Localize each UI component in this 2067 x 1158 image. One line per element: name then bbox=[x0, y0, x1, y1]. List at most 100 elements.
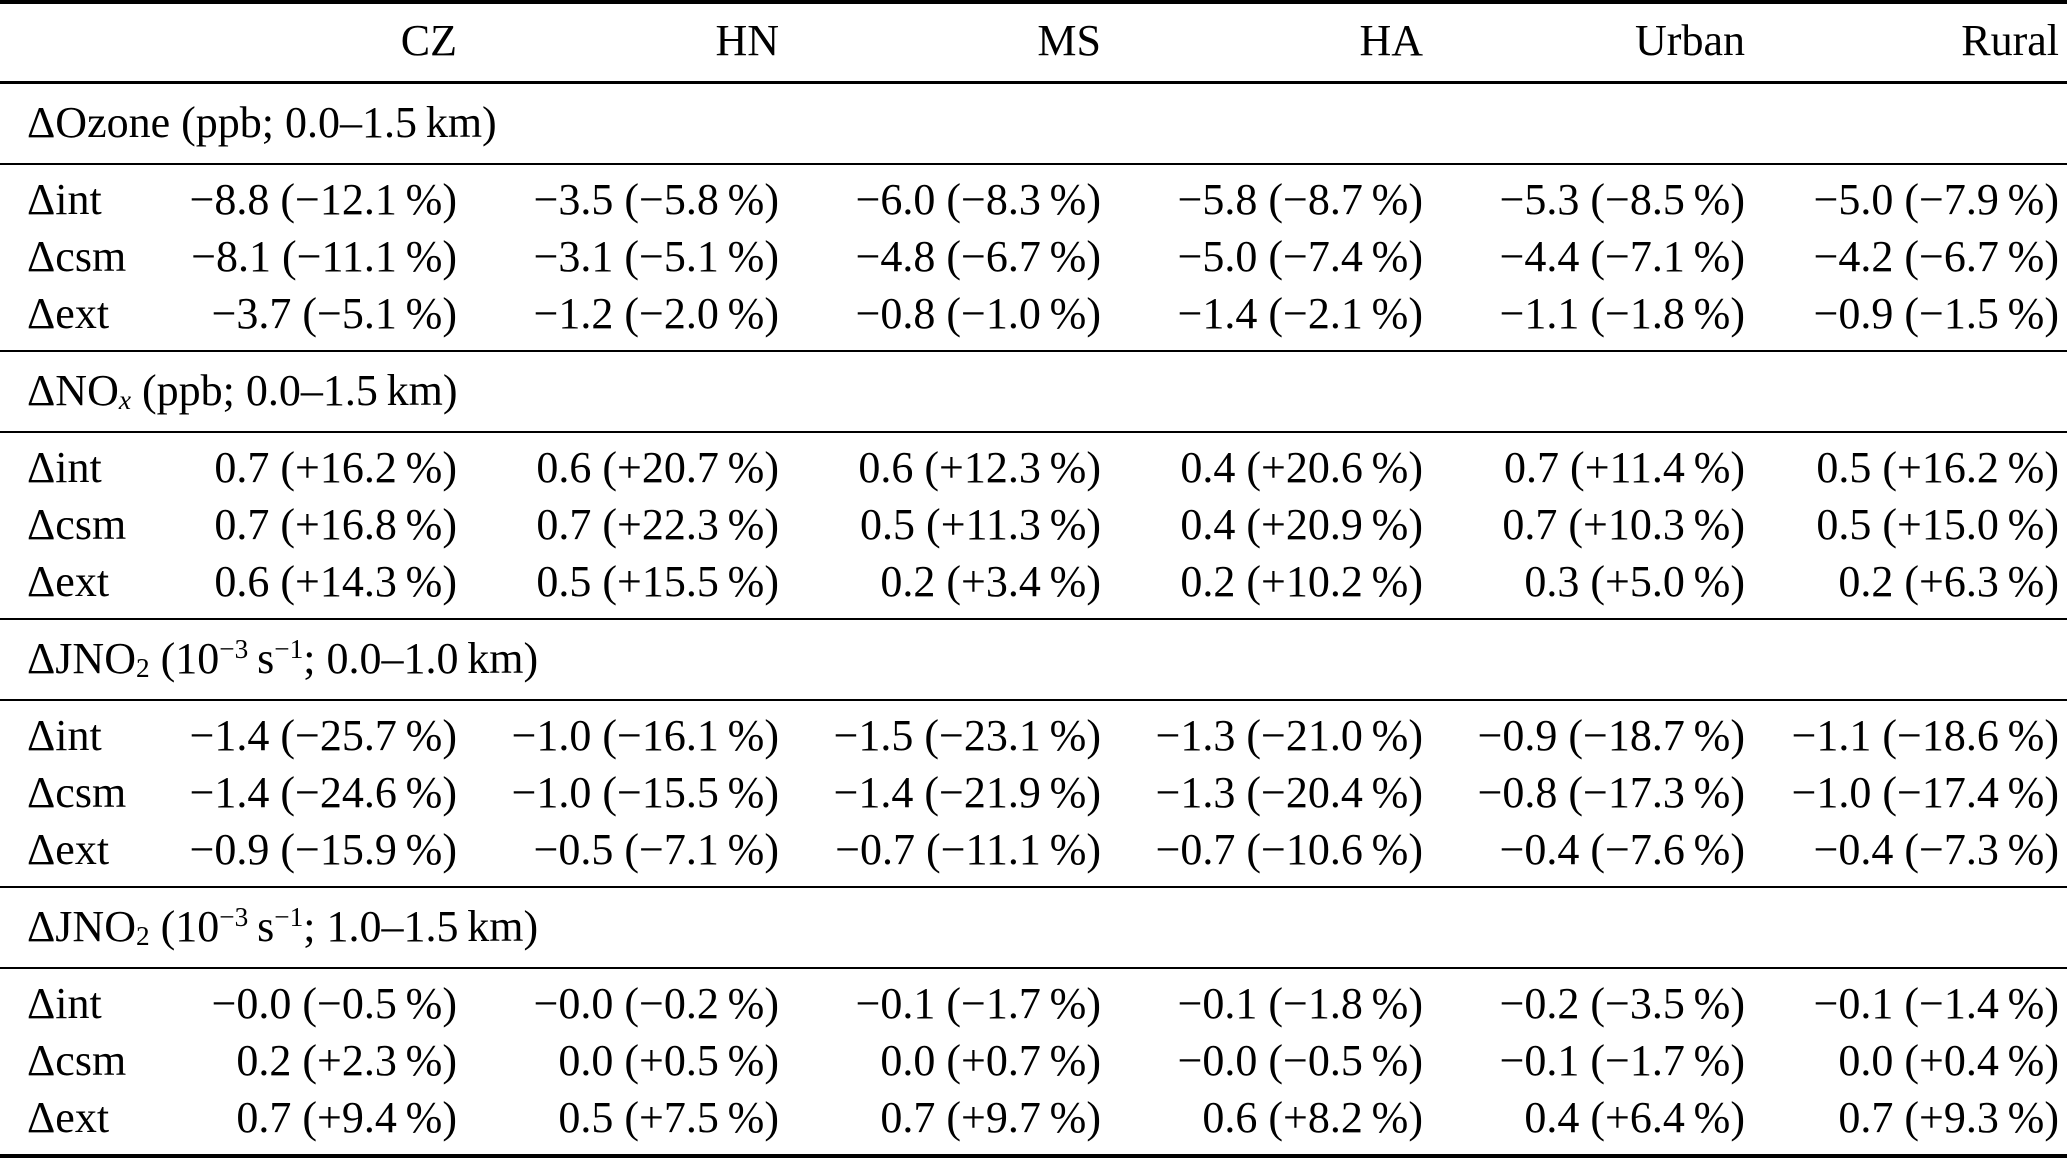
table-cell: −4.2 (−6.7 %) bbox=[1813, 232, 2059, 281]
section-title: ΔOzone (ppb; 0.0–1.5 km) bbox=[0, 81, 2067, 165]
table-cell: −0.9 (−1.5 %) bbox=[1813, 289, 2059, 338]
title-text: (10 bbox=[149, 634, 220, 684]
row-label: Δint bbox=[27, 175, 102, 224]
table-cell: −1.4 (−2.1 %) bbox=[1177, 289, 1423, 338]
table-row: Δcsm 0.7 (+16.8 %) 0.7 (+22.3 %) 0.5 (+11.3… bbox=[0, 496, 2067, 553]
table-row: Δint −1.4 (−25.7 %) −1.0 (−16.1 %) −1.5 (−2… bbox=[0, 700, 2067, 764]
table-cell: 0.6 (+14.3 %) bbox=[214, 557, 457, 607]
section-title: ΔJNO2 (10−3 s−1; 0.0–1.0 km) bbox=[0, 618, 2067, 702]
table-row: Δext −0.9 (−15.9 %) −0.5 (−7.1 %) −0.7 (−11… bbox=[0, 821, 2067, 887]
table-cell: 0.6 (+20.7 %) bbox=[536, 443, 779, 493]
table-row: Δcsm −1.4 (−24.6 %) −1.0 (−15.5 %) −1.4 (−2… bbox=[0, 764, 2067, 821]
row-label: Δcsm bbox=[27, 232, 127, 281]
table-cell: −1.1 (−18.6 %) bbox=[1791, 711, 2059, 761]
table-cell: −0.1 (−1.7 %) bbox=[1499, 1036, 1745, 1086]
table-cell: 0.7 (+10.3 %) bbox=[1502, 500, 1745, 550]
table-cell: 0.4 (+20.6 %) bbox=[1180, 443, 1423, 493]
table-row: Δext −3.7 (−5.1 %) −1.2 (−2.0 %) −0.8 (−1.0… bbox=[0, 285, 2067, 351]
table-cell: −0.8 (−1.0 %) bbox=[855, 289, 1101, 338]
table-cell: −0.7 (−11.1 %) bbox=[835, 825, 1101, 875]
table-cell: 0.6 (+12.3 %) bbox=[858, 443, 1101, 493]
table-cell: −1.1 (−1.8 %) bbox=[1499, 289, 1745, 338]
section-header-row: ΔJNO2 (10−3 s−1; 1.0–1.5 km) bbox=[0, 886, 2067, 970]
table-cell: 0.5 (+7.5 %) bbox=[457, 1089, 779, 1158]
table-cell: 0.4 (+6.4 %) bbox=[1423, 1089, 1745, 1158]
table-cell: −1.3 (−21.0 %) bbox=[1155, 711, 1423, 761]
table-cell: 0.2 (+2.3 %) bbox=[236, 1036, 457, 1086]
table-cell: 0.5 (+16.2 %) bbox=[1816, 443, 2059, 493]
row-label: Δint bbox=[27, 711, 102, 761]
table-cell: −1.5 (−23.1 %) bbox=[833, 711, 1101, 761]
table-row: Δint 0.7 (+16.2 %) 0.6 (+20.7 %) 0.6 (+12.3… bbox=[0, 432, 2067, 496]
title-text: ; 1.0–1.5 km) bbox=[303, 902, 539, 952]
table-cell: 0.7 (+9.4 %) bbox=[135, 1089, 457, 1158]
table-cell: −5.3 (−8.5 %) bbox=[1499, 175, 1745, 224]
col-header-rural: Rural bbox=[1745, 0, 2067, 84]
table-cell: 0.7 (+22.3 %) bbox=[536, 500, 779, 550]
table-cell: −0.5 (−7.1 %) bbox=[533, 825, 779, 875]
table-row: Δint −0.0 (−0.5 %) −0.0 (−0.2 %) −0.1 (−1.7… bbox=[0, 968, 2067, 1032]
table-cell: −0.0 (−0.5 %) bbox=[1177, 1036, 1423, 1086]
table-cell: −0.8 (−17.3 %) bbox=[1477, 768, 1745, 818]
title-text: ΔJNO bbox=[27, 634, 136, 684]
row-label: Δext bbox=[0, 1089, 135, 1158]
table-cell: −4.8 (−6.7 %) bbox=[855, 232, 1101, 281]
table-cell: −0.0 (−0.2 %) bbox=[533, 979, 779, 1029]
table-cell: −3.7 (−5.1 %) bbox=[211, 289, 457, 338]
row-label: Δint bbox=[27, 979, 102, 1029]
table-cell: 0.5 (+15.5 %) bbox=[536, 557, 779, 607]
table-cell: 0.7 (+11.4 %) bbox=[1504, 443, 1745, 493]
header-row: CZ HN MS HA Urban Rural bbox=[0, 0, 2067, 84]
table-row: Δint −8.8 (−12.1 %) −3.5 (−5.8 %) −6.0 (−8.… bbox=[0, 164, 2067, 228]
title-text: ΔOzone (ppb; 0.0–1.5 km) bbox=[27, 98, 497, 147]
table-cell: 0.7 (+9.7 %) bbox=[779, 1089, 1101, 1158]
table-cell: 0.5 (+11.3 %) bbox=[860, 500, 1101, 550]
table-row: Δcsm 0.2 (+2.3 %) 0.0 (+0.5 %) 0.0 (+0.7 %)… bbox=[0, 1032, 2067, 1089]
table-cell: 0.0 (+0.4 %) bbox=[1838, 1036, 2059, 1086]
table-cell: 0.0 (+0.7 %) bbox=[880, 1036, 1101, 1086]
table-row: Δcsm −8.1 (−11.1 %) −3.1 (−5.1 %) −4.8 (−6.… bbox=[0, 228, 2067, 285]
table-cell: −8.8 (−12.1 %) bbox=[189, 175, 457, 224]
table-cell: −1.3 (−20.4 %) bbox=[1155, 768, 1423, 818]
title-text: ΔNO bbox=[27, 366, 119, 415]
title-text: s bbox=[248, 902, 275, 952]
row-label: Δext bbox=[27, 557, 110, 607]
table-cell: −5.8 (−8.7 %) bbox=[1177, 175, 1423, 224]
table-cell: −1.0 (−16.1 %) bbox=[511, 711, 779, 761]
table-cell: 0.2 (+6.3 %) bbox=[1838, 557, 2059, 607]
title-text: s bbox=[248, 634, 275, 684]
row-label: Δcsm bbox=[27, 500, 127, 550]
table-cell: 0.7 (+9.3 %) bbox=[1745, 1089, 2067, 1158]
table-cell: −5.0 (−7.9 %) bbox=[1813, 175, 2059, 224]
sup-text: −1 bbox=[274, 634, 304, 665]
table-cell: −0.1 (−1.8 %) bbox=[1177, 979, 1423, 1029]
section-header-row: ΔNOx (ppb; 0.0–1.5 km) bbox=[0, 349, 2067, 434]
table-cell: −1.2 (−2.0 %) bbox=[533, 289, 779, 338]
table-cell: −0.2 (−3.5 %) bbox=[1499, 979, 1745, 1029]
table-cell: −0.4 (−7.3 %) bbox=[1813, 825, 2059, 875]
col-header-ms: MS bbox=[779, 0, 1101, 84]
sup-text: −3 bbox=[219, 634, 249, 665]
section-title: ΔNOx (ppb; 0.0–1.5 km) bbox=[0, 349, 2067, 434]
table-cell: 0.2 (+10.2 %) bbox=[1180, 557, 1423, 607]
section-header-row: ΔOzone (ppb; 0.0–1.5 km) bbox=[0, 81, 2067, 165]
table-row: Δext 0.7 (+9.4 %) 0.5 (+7.5 %) 0.7 (+9.7 %)… bbox=[0, 1089, 2067, 1158]
section-header-row: ΔJNO2 (10−3 s−1; 0.0–1.0 km) bbox=[0, 618, 2067, 702]
table-row: Δext 0.6 (+14.3 %) 0.5 (+15.5 %) 0.2 (+3.4 … bbox=[0, 553, 2067, 619]
table-cell: −0.9 (−15.9 %) bbox=[189, 825, 457, 875]
table-cell: −0.9 (−18.7 %) bbox=[1477, 711, 1745, 761]
section-title: ΔJNO2 (10−3 s−1; 1.0–1.5 km) bbox=[0, 886, 2067, 970]
sub-text: 2 bbox=[135, 921, 150, 952]
sup-text: −1 bbox=[274, 902, 304, 933]
row-label: Δint bbox=[27, 443, 102, 493]
table-cell: −1.4 (−24.6 %) bbox=[189, 768, 457, 818]
row-label: Δext bbox=[27, 289, 110, 338]
table-cell: −3.1 (−5.1 %) bbox=[533, 232, 779, 281]
title-text: ΔJNO bbox=[27, 902, 136, 952]
table-cell: −6.0 (−8.3 %) bbox=[855, 175, 1101, 224]
table-cell: 0.7 (+16.2 %) bbox=[214, 443, 457, 493]
table-cell: 0.3 (+5.0 %) bbox=[1524, 557, 1745, 607]
table-cell: −1.0 (−15.5 %) bbox=[511, 768, 779, 818]
table-body: ΔOzone (ppb; 0.0–1.5 km) Δint −8.8 (−12.1 … bbox=[0, 81, 2067, 1158]
